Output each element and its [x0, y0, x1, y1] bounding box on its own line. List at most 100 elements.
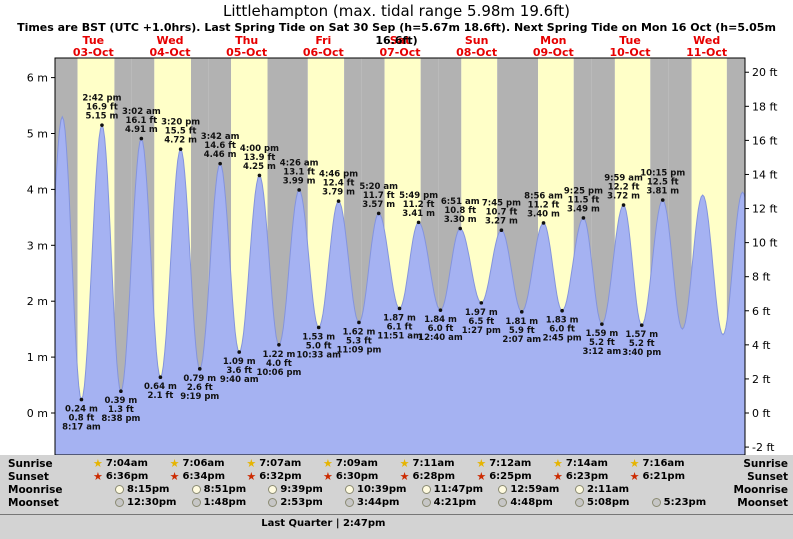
high-tide-label: 10.8 ft	[444, 206, 476, 216]
low-tide-label: 3:12 am	[583, 347, 622, 357]
sunset-time: 6:28pm	[412, 471, 455, 482]
tide-extreme-marker	[100, 123, 104, 127]
low-tide-label: 1.62 m	[343, 327, 376, 337]
moonrise-entry: 8:15pm	[115, 484, 169, 495]
day-header-date: 08-Oct	[456, 46, 497, 59]
high-tide-label: 3.57 m	[362, 200, 395, 210]
high-tide-label: 4.25 m	[243, 162, 276, 172]
moonrise-time: 9:39pm	[280, 484, 323, 495]
tide-extreme-marker	[257, 173, 262, 178]
day-header-name: Sun	[465, 34, 489, 47]
sunrise-time: 7:11am	[412, 458, 455, 469]
tide-extreme-marker	[357, 320, 361, 325]
low-tide-label: 0.8 ft	[69, 414, 95, 424]
high-tide-label: 3.99 m	[283, 176, 316, 186]
moonset-moon-icon	[498, 498, 508, 507]
moonrise-time: 10:39pm	[357, 484, 407, 495]
low-tide-label: 1.57 m	[625, 330, 658, 340]
low-tide-label: 5.3 ft	[346, 336, 372, 346]
y-axis-label-right: -2 ft	[752, 441, 775, 454]
y-axis-label-right: 8 ft	[752, 271, 771, 284]
low-tide-label: 4.0 ft	[266, 359, 292, 369]
y-axis-label-left: 0 m	[27, 407, 48, 420]
sunset-entry: ★ 6:21pm	[630, 471, 685, 482]
moonrise-time: 12:59am	[510, 484, 560, 495]
low-tide-label: 0.64 m	[144, 382, 177, 392]
sunrise-time: 7:06am	[182, 458, 225, 469]
low-tide-label: 1.84 m	[424, 315, 457, 325]
tide-extreme-marker	[277, 343, 281, 347]
day-header-date: 06-Oct	[303, 46, 344, 59]
day-header-date: 04-Oct	[149, 46, 190, 59]
low-tide-label: 11:09 pm	[336, 345, 381, 355]
low-tide-label: 9:40 am	[220, 375, 259, 385]
moonset-moon-icon	[115, 498, 124, 507]
moonset-entry: 5:23pm	[651, 497, 706, 508]
moonset-entry: 12:30pm	[115, 497, 176, 508]
moonrise-entry: 11:47pm	[421, 484, 483, 495]
tide-extreme-marker	[600, 322, 604, 326]
tide-extreme-marker	[139, 136, 144, 141]
sun-moon-panel: Sunrise Sunrise ★ 7:04am ★ 7:06am ★ 7:07am ★ 7:09…	[0, 455, 793, 539]
chart-subtitle: Times are BST (UTC +1.0hrs). Last Spring…	[17, 21, 776, 47]
high-tide-label: 11.5 ft	[568, 195, 600, 205]
high-tide-label: 13.1 ft	[283, 167, 315, 177]
moonset-moon-icon	[651, 498, 661, 507]
moonrise-entry: 2:11am	[575, 484, 629, 495]
moonset-time: 4:48pm	[510, 497, 553, 508]
tide-extreme-marker	[178, 147, 183, 151]
sunrise-entry: ★ 7:04am	[93, 458, 148, 469]
moonrise-row: Moonrise Moonrise 8:15pm 8:51pm 9:39pm 10:39p…	[0, 484, 793, 497]
y-axis-label-left: 3 m	[27, 239, 48, 252]
y-axis-label-right: 12 ft	[752, 203, 778, 216]
high-tide-label: 5:49 pm	[399, 191, 438, 201]
high-tide-label: 3:42 am	[201, 132, 240, 142]
y-axis-label-right: 14 ft	[752, 168, 778, 181]
sunset-entry: ★ 6:34pm	[170, 471, 225, 482]
sunrise-row-label-left: Sunrise	[8, 458, 53, 470]
tide-extreme-marker	[376, 211, 381, 216]
low-tide-label: 3.6 ft	[226, 366, 252, 376]
sunset-entry: ★ 6:30pm	[323, 471, 378, 482]
tide-extreme-marker	[581, 216, 586, 220]
sunset-time: 6:32pm	[259, 471, 302, 482]
sunrise-star-icon: ★	[553, 457, 563, 470]
moonrise-entry: 8:51pm	[191, 484, 247, 495]
low-tide-label: 1.83 m	[546, 316, 579, 326]
tide-extreme-marker	[197, 367, 202, 371]
moonrise-moon-icon	[498, 485, 508, 494]
low-tide-label: 0.79 m	[183, 374, 216, 384]
high-tide-label: 7:45 pm	[482, 199, 521, 209]
high-tide-label: 13.9 ft	[244, 153, 276, 163]
moonrise-entry: 10:39pm	[345, 484, 406, 495]
tide-extreme-marker	[438, 308, 443, 312]
day-header-name: Tue	[619, 34, 641, 47]
high-tide-label: 3.27 m	[485, 217, 518, 227]
high-tide-label: 4:26 am	[280, 158, 319, 168]
high-tide-label: 11.7 ft	[363, 191, 395, 201]
low-tide-label: 5.9 ft	[509, 326, 535, 336]
high-tide-label: 3.30 m	[444, 215, 477, 225]
day-header-name: Thu	[235, 34, 258, 47]
moonrise-time: 8:51pm	[203, 484, 247, 495]
high-tide-label: 4.72 m	[164, 136, 197, 146]
sunrise-star-icon: ★	[93, 457, 103, 470]
day-header-date: 09-Oct	[533, 46, 574, 59]
y-axis-label-left: 1 m	[27, 351, 48, 364]
tide-extreme-marker	[479, 301, 484, 305]
low-tide-label: 6.0 ft	[428, 324, 454, 334]
low-tide-label: 8:17 am	[62, 423, 101, 433]
moonset-time: 5:08pm	[587, 497, 630, 508]
moonset-time: 2:53pm	[280, 497, 323, 508]
high-tide-label: 10:15 pm	[640, 169, 685, 179]
y-axis-label-right: 20 ft	[752, 66, 778, 79]
day-header-date: 11-Oct	[686, 46, 727, 59]
sunset-time: 6:23pm	[565, 471, 609, 482]
high-tide-label: 3:02 am	[122, 107, 161, 117]
moonset-entry: 5:08pm	[575, 497, 629, 508]
sunset-time: 6:30pm	[335, 471, 379, 482]
high-tide-label: 8:56 am	[524, 191, 563, 201]
moonset-moon-icon	[575, 498, 584, 507]
high-tide-label: 14.6 ft	[204, 141, 236, 151]
